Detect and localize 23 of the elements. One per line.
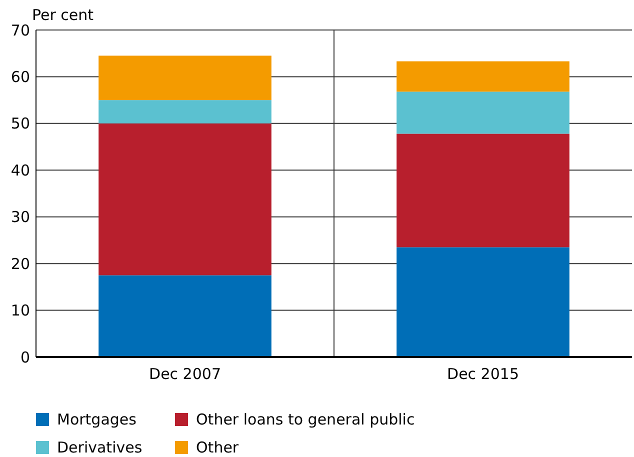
legend-label: Other xyxy=(196,438,240,456)
y-tick-label: 0 xyxy=(20,348,30,366)
x-tick-label: Dec 2007 xyxy=(149,365,221,383)
bar xyxy=(98,56,272,100)
legend-label: Derivatives xyxy=(57,438,142,456)
y-tick-label: 10 xyxy=(10,302,30,320)
bar xyxy=(396,134,570,248)
bar xyxy=(396,92,570,134)
legend-label: Mortgages xyxy=(57,410,137,428)
x-tick-label: Dec 2015 xyxy=(447,365,519,383)
legend-label: Other loans to general public xyxy=(196,410,415,428)
y-tick-label: 70 xyxy=(10,21,30,40)
bar xyxy=(98,275,272,357)
bar xyxy=(396,247,570,357)
bar xyxy=(98,100,272,124)
bar xyxy=(98,123,272,276)
bar xyxy=(396,61,570,92)
y-tick-label: 40 xyxy=(10,161,30,180)
y-tick-label: 50 xyxy=(10,114,30,133)
y-tick-label: 60 xyxy=(10,68,30,86)
y-tick-label: 20 xyxy=(10,254,30,273)
y-axis-title: Per cent xyxy=(32,6,94,24)
y-tick-label: 30 xyxy=(10,208,30,226)
